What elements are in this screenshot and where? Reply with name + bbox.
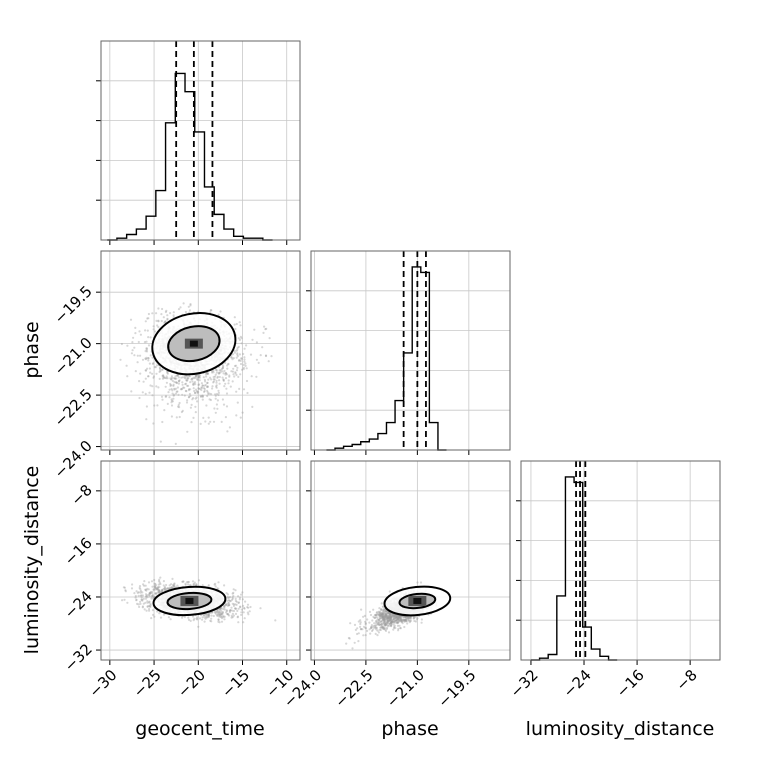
histogram-step-line bbox=[326, 266, 447, 451]
y-tick-label-luminosity-distance: −16 bbox=[61, 534, 96, 569]
y-tick-label-phase: −22.5 bbox=[51, 385, 96, 430]
x-tick-label-geocent-time: −20 bbox=[174, 666, 209, 701]
density-peak bbox=[413, 597, 422, 604]
histogram-phase bbox=[306, 250, 511, 455]
density-geocent-time-vs-luminosity-distance bbox=[96, 460, 301, 665]
y-tick-label-luminosity-distance: −24 bbox=[61, 587, 96, 622]
x-axis-label-luminosity-distance: luminosity_distance bbox=[526, 718, 715, 740]
x-tick-label-geocent-time: −30 bbox=[85, 666, 120, 701]
x-tick-label-geocent-time: −15 bbox=[218, 666, 253, 701]
density-peak bbox=[185, 597, 194, 604]
x-tick-label-geocent-time: −25 bbox=[130, 666, 165, 701]
x-tick-label-luminosity-distance: −16 bbox=[613, 666, 648, 701]
panel-frame bbox=[310, 460, 511, 661]
y-tick-label-phase: −21.0 bbox=[51, 334, 96, 379]
y-tick-label-luminosity-distance: −32 bbox=[61, 640, 96, 675]
panel-frame bbox=[100, 40, 301, 241]
x-tick-label-phase: −21.0 bbox=[383, 666, 428, 711]
x-tick-label-luminosity-distance: −32 bbox=[507, 666, 542, 701]
y-axis-label-luminosity-distance: luminosity_distance bbox=[21, 466, 43, 655]
y-axis-label-phase: phase bbox=[21, 321, 43, 378]
y-tick-label-luminosity-distance: −8 bbox=[67, 481, 95, 509]
panel-frame bbox=[520, 460, 721, 661]
x-tick-label-luminosity-distance: −8 bbox=[673, 666, 701, 694]
y-tick-label-phase: −19.5 bbox=[51, 282, 96, 327]
density-geocent-time-vs-phase bbox=[96, 250, 301, 455]
x-tick-label-phase: −19.5 bbox=[434, 666, 479, 711]
panel-frame bbox=[100, 460, 301, 661]
x-axis-label-phase: phase bbox=[381, 718, 438, 740]
density-peak bbox=[189, 340, 198, 347]
x-tick-label-luminosity-distance: −24 bbox=[560, 666, 595, 701]
density-phase-vs-luminosity-distance bbox=[306, 460, 511, 665]
histogram-luminosity-distance bbox=[516, 460, 721, 665]
x-tick-label-phase: −22.5 bbox=[331, 666, 376, 711]
histogram-geocent-time bbox=[96, 40, 301, 245]
panel-frame bbox=[310, 250, 511, 451]
histogram-step-line bbox=[530, 476, 618, 661]
panel-frame bbox=[100, 250, 301, 451]
histogram-step-line bbox=[107, 72, 273, 241]
y-tick-label-phase: −24.0 bbox=[51, 437, 96, 482]
x-axis-label-geocent-time: geocent_time bbox=[135, 718, 264, 740]
